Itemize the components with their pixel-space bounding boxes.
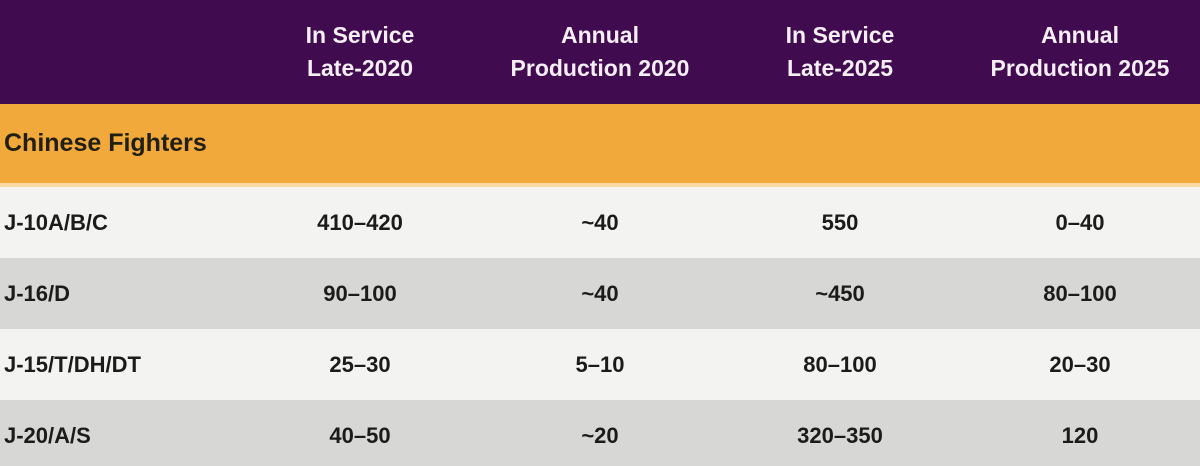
cell-value: ~20 bbox=[581, 422, 619, 448]
column-header-in-service-2025: In Service Late-2025 bbox=[785, 22, 895, 81]
table-row: J-20/A/S 40–50 ~20 320–350 120 bbox=[0, 400, 1200, 466]
table-row: J-15/T/DH/DT 25–30 5–10 80–100 20–30 bbox=[0, 329, 1200, 400]
column-header-annual-production-2020: Annual Production 2020 bbox=[510, 22, 690, 81]
cell-value: 0–40 bbox=[1055, 209, 1105, 235]
cell-value: ~40 bbox=[581, 280, 619, 306]
section-title: Chinese Fighters bbox=[4, 129, 207, 157]
cell-value: 40–50 bbox=[329, 422, 391, 448]
cell-value: 410–420 bbox=[317, 209, 403, 235]
row-label: J-16/D bbox=[4, 280, 71, 306]
row-label: J-20/A/S bbox=[4, 422, 91, 448]
cell-value: 550 bbox=[821, 209, 859, 235]
cell-value: 80–100 bbox=[1043, 280, 1117, 306]
table-row: J-10A/B/C 410–420 ~40 550 0–40 bbox=[0, 187, 1200, 258]
row-label: J-10A/B/C bbox=[4, 209, 108, 235]
cell-value: 90–100 bbox=[323, 280, 397, 306]
table-header-row: In Service Late-2020 Annual Production 2… bbox=[0, 0, 1200, 104]
cell-value: 320–350 bbox=[797, 422, 883, 448]
column-header-in-service-2020: In Service Late-2020 bbox=[305, 22, 415, 81]
section-header-row: Chinese Fighters bbox=[0, 104, 1200, 187]
cell-value: 80–100 bbox=[803, 351, 877, 377]
column-header-empty bbox=[0, 0, 240, 104]
cell-value: 120 bbox=[1061, 422, 1099, 448]
cell-value: ~40 bbox=[581, 209, 619, 235]
cell-value: 25–30 bbox=[329, 351, 391, 377]
cell-value: 20–30 bbox=[1049, 351, 1111, 377]
cell-value: 5–10 bbox=[575, 351, 625, 377]
table-row: J-16/D 90–100 ~40 ~450 80–100 bbox=[0, 258, 1200, 329]
column-header-annual-production-2025: Annual Production 2025 bbox=[990, 22, 1170, 81]
row-label: J-15/T/DH/DT bbox=[4, 351, 141, 377]
cell-value: ~450 bbox=[815, 280, 865, 306]
